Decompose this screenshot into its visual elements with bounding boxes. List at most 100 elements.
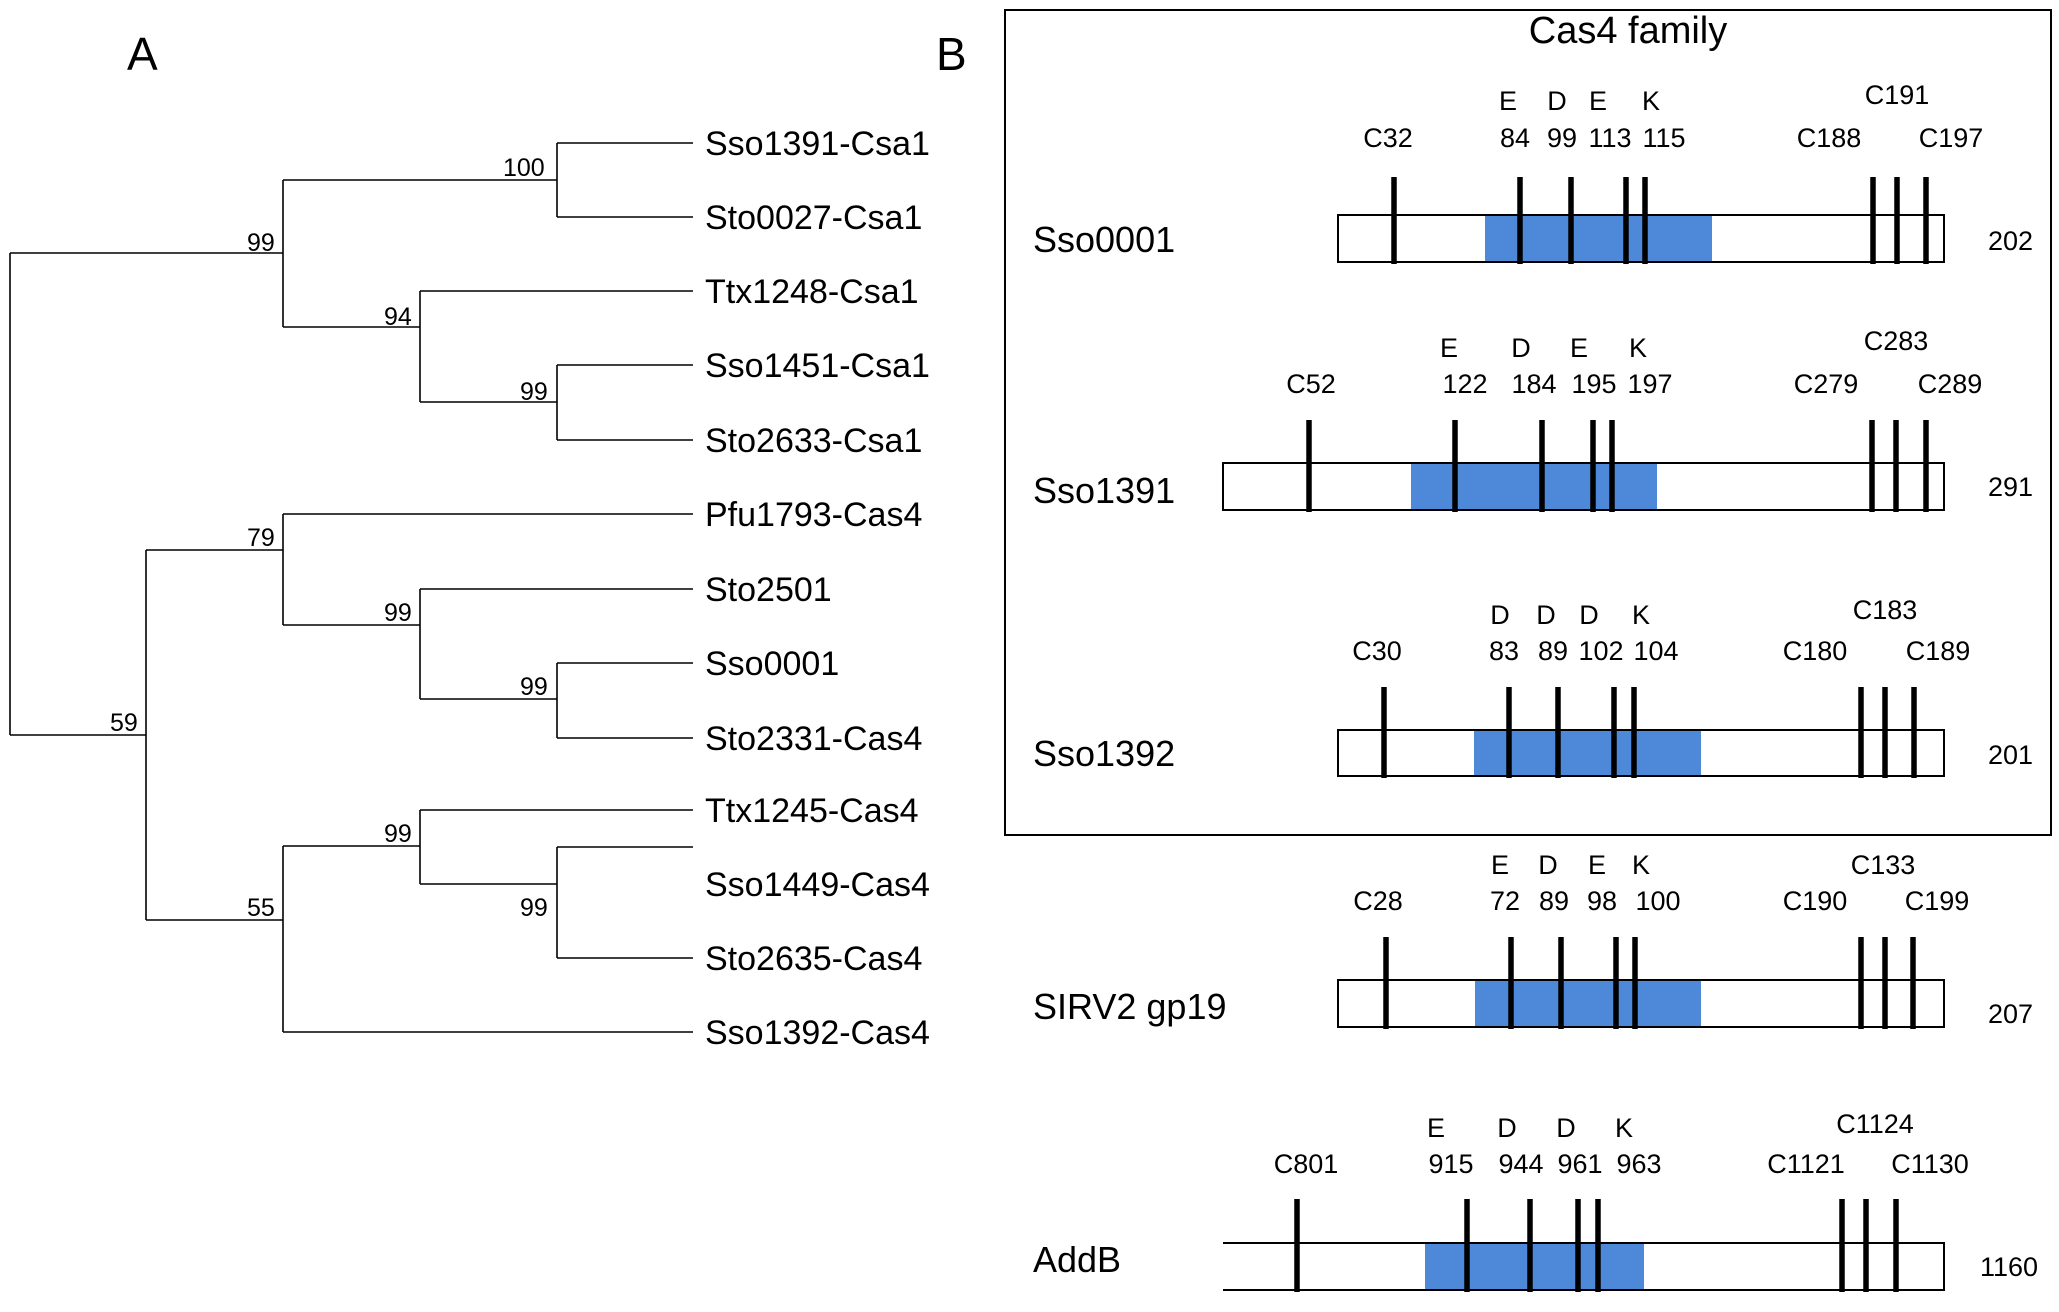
leaf-label: Sto0027-Csa1 [705,199,922,237]
protein-sso0001: Sso0001 C32 E D E K 84 99 113 115 C188 C… [1033,80,2033,264]
leaf-label: Sto2635-Cas4 [705,940,922,978]
motif-number: 98 [1587,886,1617,916]
motif-number: 89 [1539,886,1569,916]
motif-region [1474,731,1701,775]
motif-letter: E [1589,86,1607,116]
motif-letter: E [1491,850,1509,880]
protein-length: 202 [1988,226,2033,256]
bootstrap-label: 99 [520,894,548,922]
n-cys-label: C28 [1353,886,1403,916]
motif-letter: D [1579,600,1599,630]
protein-sirv2-gp19: SIRV2 gp19 C28 E D E K 72 89 98 100 C190… [1033,850,2033,1029]
bootstrap-label: 94 [384,303,412,331]
leaf-label: Sso1391-Csa1 [705,125,930,163]
c-cys-label: C191 [1865,80,1930,110]
bootstrap-label: 59 [110,709,138,737]
panel-label-a: A [127,28,158,80]
motif-number: 195 [1571,369,1616,399]
c-cys-label: C133 [1851,850,1916,880]
leaf-label: Sto2331-Cas4 [705,720,922,758]
motif-number: 197 [1627,369,1672,399]
cas4-family-title: Cas4 family [1529,10,1728,52]
motif-region [1411,464,1657,509]
motif-region [1425,1244,1644,1289]
panel-label-b: B [936,28,967,80]
motif-letter: K [1615,1113,1633,1143]
c-cys-label: C197 [1919,123,1984,153]
leaf-label: Ttx1248-Csa1 [705,273,919,311]
c-cys-label: C279 [1794,369,1859,399]
motif-number: 72 [1490,886,1520,916]
leaf-label: Sso1449-Cas4 [705,866,930,904]
leaf-label: Sto2501 [705,571,832,609]
bootstrap-label: 79 [247,524,275,552]
motif-letter: D [1511,333,1531,363]
motif-letter: K [1642,86,1660,116]
motif-number: 89 [1538,636,1568,666]
motif-number: 102 [1578,636,1623,666]
tree-leaf-labels: Sso1391-Csa1 Sto0027-Csa1 Ttx1248-Csa1 S… [705,125,930,1052]
bootstrap-label: 99 [247,229,275,257]
motif-number: 915 [1428,1149,1473,1179]
motif-letter: D [1538,850,1558,880]
motif-letter: D [1556,1113,1576,1143]
n-cys-label: C801 [1274,1149,1339,1179]
motif-number: 961 [1557,1149,1602,1179]
leaf-label: Sso0001 [705,645,839,683]
motif-letter: E [1588,850,1606,880]
motif-number: 184 [1511,369,1556,399]
motif-number: 115 [1642,123,1685,153]
protein-addb: AddB C801 E D D K 915 944 961 963 C1121 … [1033,1109,2038,1292]
motif-number: 100 [1635,886,1680,916]
c-cys-label: C1121 [1767,1149,1845,1179]
motif-letter: K [1629,333,1647,363]
motif-letter: K [1632,600,1650,630]
leaf-label: Sto2633-Csa1 [705,422,922,460]
bootstrap-label: 99 [520,673,548,701]
c-cys-label: C283 [1864,326,1929,356]
cas4-family-frame [1004,9,2052,836]
c-cys-label: C190 [1783,886,1848,916]
bootstrap-values: 100 99 94 99 79 99 99 59 99 55 99 [110,154,548,922]
bootstrap-label: 99 [384,820,412,848]
motif-number: 84 [1500,123,1530,153]
leaf-label: Pfu1793-Cas4 [705,496,922,534]
motif-number: 113 [1588,123,1631,153]
protein-length: 201 [1988,740,2033,770]
protein-name: Sso1391 [1033,470,1175,511]
c-cys-label: C199 [1905,886,1970,916]
c-cys-label: C1124 [1836,1109,1914,1139]
motif-letter: K [1632,850,1650,880]
c-cys-label: C183 [1853,595,1918,625]
c-cys-label: C289 [1918,369,1983,399]
motif-number: 83 [1489,636,1519,666]
protein-name: Sso0001 [1033,219,1175,260]
motif-letter: E [1570,333,1588,363]
motif-letter: D [1536,600,1556,630]
protein-length: 291 [1988,472,2033,502]
motif-letter: E [1427,1113,1445,1143]
n-cys-label: C30 [1352,636,1402,666]
protein-sso1392: Sso1392 C30 D D D K 83 89 102 104 C180 C… [1033,595,2033,778]
motif-letter: E [1499,86,1517,116]
motif-letter: D [1547,86,1567,116]
motif-letter: D [1497,1113,1517,1143]
protein-name: SIRV2 gp19 [1033,986,1226,1027]
motif-number: 99 [1547,123,1577,153]
motif-number: 104 [1633,636,1678,666]
bootstrap-label: 99 [520,378,548,406]
protein-name: Sso1392 [1033,733,1175,774]
protein-sso1391: Sso1391 C52 E D E K 122 184 195 197 C279… [1033,326,2033,512]
motif-number: 944 [1498,1149,1543,1179]
protein-name: AddB [1033,1239,1121,1280]
leaf-label: Sso1451-Csa1 [705,347,930,385]
c-cys-label: C180 [1783,636,1848,666]
n-cys-label: C32 [1363,123,1413,153]
n-cys-label: C52 [1286,369,1336,399]
protein-length: 1160 [1980,1252,2038,1282]
leaf-label: Ttx1245-Cas4 [705,792,919,830]
bootstrap-label: 99 [384,599,412,627]
motif-letter: E [1440,333,1458,363]
leaf-label: Sso1392-Cas4 [705,1014,930,1052]
